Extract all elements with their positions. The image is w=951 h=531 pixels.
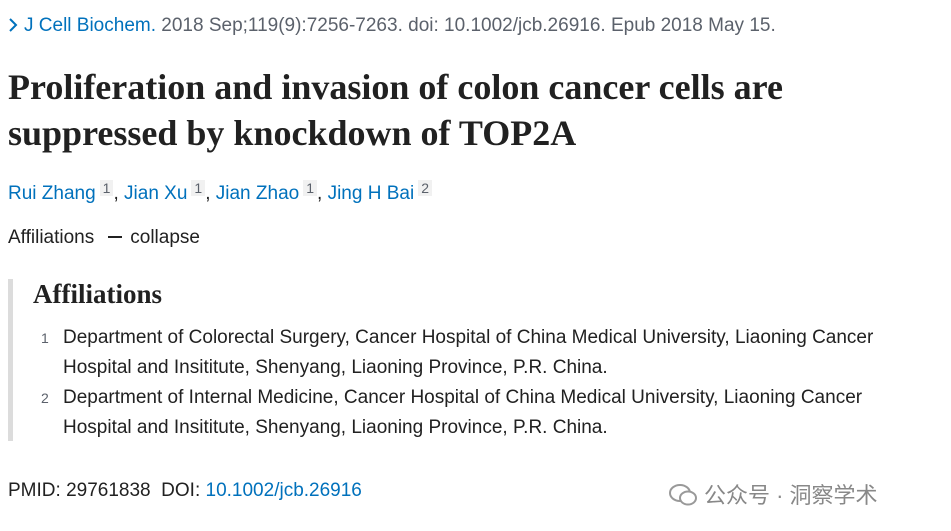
separator: , [317, 183, 323, 204]
author[interactable]: Jing H Bai [327, 183, 415, 204]
affiliation-ref[interactable]: 2 [418, 180, 432, 196]
separator: , [205, 183, 211, 204]
collapse-icon [108, 236, 123, 238]
journal-link[interactable]: J Cell Biochem. [24, 15, 156, 36]
citation-details: 2018 Sep;119(9):7256-7263. doi: 10.1002/… [161, 15, 776, 36]
affiliations-panel: Affiliations 1 Department of Colorectal … [8, 279, 923, 441]
chevron-icon [9, 18, 18, 32]
toggle-action: collapse [130, 227, 200, 248]
affiliation-text: Department of Internal Medicine, Cancer … [63, 387, 863, 438]
identifiers: PMID: 29761838 DOI: 10.1002/jcb.26916 [8, 480, 362, 502]
pmid-label: PMID: [8, 480, 61, 501]
author[interactable]: Rui Zhang [8, 183, 96, 204]
affiliations-toggle[interactable]: Affiliations collapse [8, 227, 200, 249]
affiliation-ref[interactable]: 1 [303, 180, 318, 196]
affiliation-number: 1 [41, 330, 49, 346]
affiliations-heading: Affiliations [33, 279, 163, 309]
affiliation-ref[interactable]: 1 [99, 180, 114, 196]
toggle-label: Affiliations [8, 227, 95, 248]
affiliation-number: 2 [41, 390, 49, 406]
author[interactable]: Jian Zhao [215, 183, 300, 204]
affiliation-text: Department of Colorectal Surgery, Cancer… [63, 327, 874, 378]
affiliation-ref[interactable]: 1 [191, 180, 206, 196]
doi-label: DOI: [161, 480, 201, 501]
wechat-icon [669, 484, 697, 506]
author[interactable]: Jian Xu [124, 183, 188, 204]
doi-link[interactable]: 10.1002/jcb.26916 [205, 480, 362, 501]
separator: , [113, 183, 119, 204]
pmid: 29761838 [66, 480, 151, 501]
author-list: Rui Zhang 1, Jian Xu 1, Jian Zhao 1, Jing H… [8, 180, 432, 205]
watermark-text: 公众号 · 洞察学术 [704, 483, 878, 508]
article-title: Proliferation and invasion of colon canc… [8, 67, 783, 153]
watermark: 公众号 · 洞察学术 [668, 478, 878, 510]
citation: J Cell Biochem. 2018 Sep;119(9):7256-726… [8, 15, 776, 37]
